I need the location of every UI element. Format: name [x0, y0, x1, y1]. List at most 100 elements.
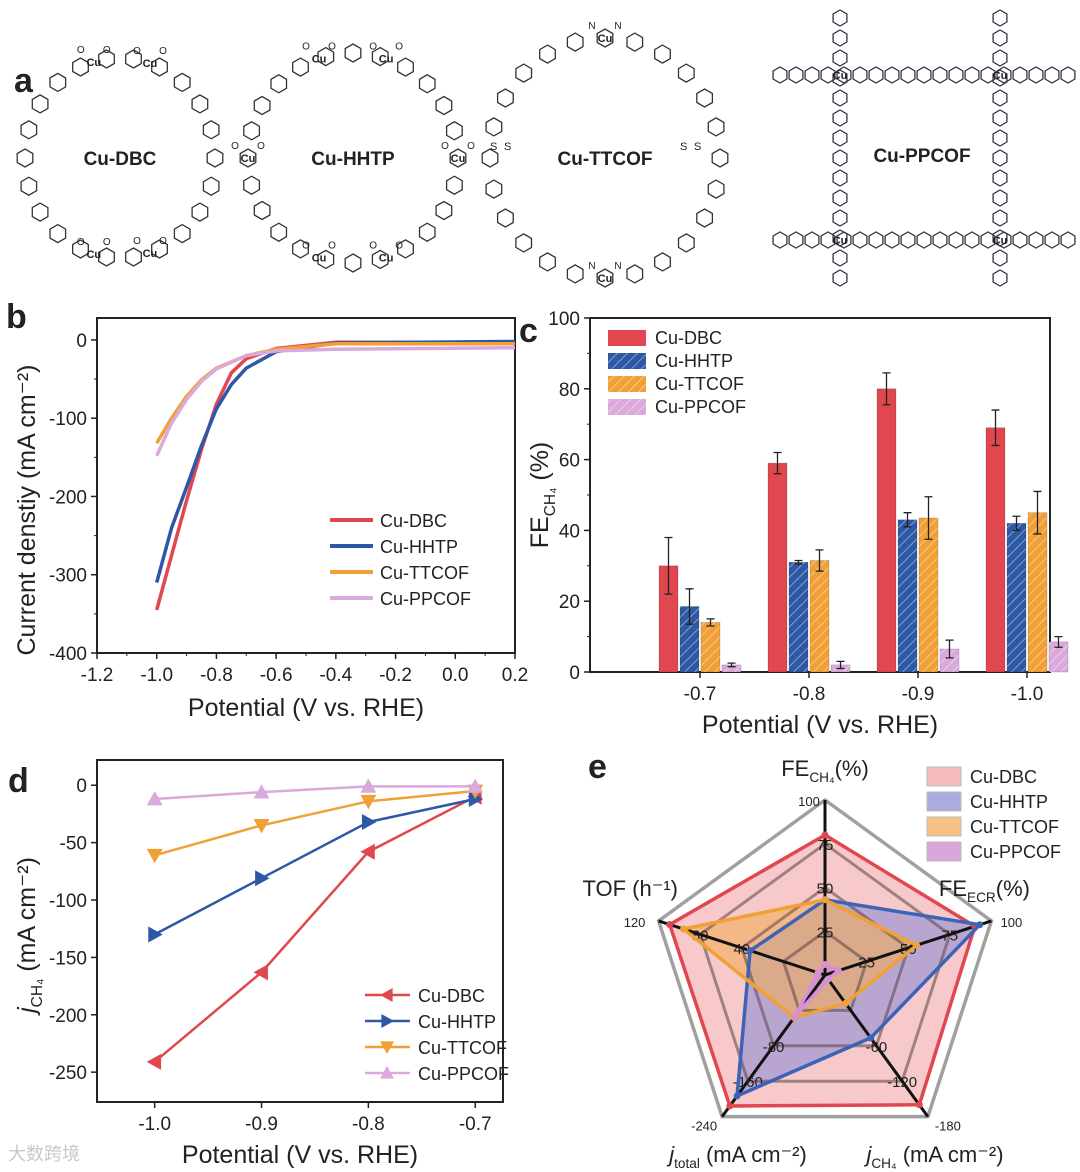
radar-tick-label: 25 — [817, 924, 834, 941]
cu-atom: Cu — [143, 248, 158, 260]
structure-label: Cu-DBC — [84, 149, 157, 170]
y-axis-label: Current denstiy (mA cm⁻²) — [13, 364, 41, 655]
radar-point — [821, 831, 829, 839]
benzene-ring — [832, 49, 848, 67]
benzene-ring — [270, 74, 288, 94]
benzene-ring — [344, 43, 362, 63]
benzene-ring — [445, 121, 463, 141]
benzene-ring — [371, 249, 389, 270]
series-line-cu-hhtp — [154, 797, 476, 936]
y-tick-label: 40 — [559, 521, 580, 542]
benzene-ring — [31, 202, 49, 222]
legend-label: Cu-TTCOF — [380, 563, 469, 583]
benzene-ring — [832, 229, 848, 247]
error-bar — [706, 618, 715, 627]
oxygen-atom: N — [588, 21, 595, 32]
radar-point — [834, 967, 842, 975]
data-point-triangle-left — [360, 843, 375, 860]
benzene-ring — [202, 120, 220, 140]
benzene-ring — [900, 66, 916, 84]
benzene-ring — [992, 89, 1008, 107]
legend-label: Cu-TTCOF — [655, 374, 744, 394]
oxygen-atom: O — [395, 41, 403, 52]
x-tick-label: -0.4 — [319, 665, 352, 686]
plot-frame — [96, 759, 504, 1103]
legend-swatch — [926, 841, 962, 862]
oxygen-atom: O — [302, 42, 310, 53]
legend-label: Cu-PPCOF — [380, 589, 471, 609]
x-tick-label: 0.0 — [442, 665, 468, 686]
benzene-ring — [707, 179, 725, 199]
oxygen-atom: O — [257, 141, 265, 152]
y-tick-label: -100 — [49, 891, 87, 912]
bar-cu-hhtp — [788, 561, 809, 673]
error-bar — [773, 451, 782, 475]
benzene-ring — [832, 109, 848, 127]
benzene-ring — [1044, 231, 1060, 249]
benzene-ring — [270, 222, 288, 242]
benzene-ring — [832, 189, 848, 207]
error-bar — [1054, 635, 1063, 648]
benzene-ring — [992, 129, 1008, 147]
benzene-ring — [654, 252, 671, 272]
benzene-ring — [435, 95, 453, 116]
benzene-ring — [820, 231, 836, 249]
benzene-ring — [626, 264, 644, 284]
structure-cu-ppcof: Cu Cu Cu Cu Cu-PPCOF — [772, 9, 1076, 287]
legend-swatch — [608, 330, 646, 346]
data-point-triangle-right — [255, 870, 270, 887]
x-tick-label: -1.2 — [81, 665, 114, 686]
y-tick-label: -50 — [60, 834, 87, 855]
radar-tick-label: 25 — [858, 954, 875, 971]
y-tick-label: -200 — [49, 1006, 87, 1027]
benzene-ring — [711, 148, 729, 168]
radar-point — [821, 896, 829, 904]
cu-atom: Cu — [379, 253, 394, 265]
cu-atom: Cu — [598, 33, 613, 45]
bar-cu-ttcof — [700, 622, 721, 673]
benzene-ring — [832, 69, 848, 87]
benzene-ring — [992, 9, 1008, 27]
legend-swatch — [926, 791, 962, 812]
cu-atom: Cu — [993, 70, 1008, 82]
benzene-ring — [72, 239, 89, 259]
sulfur-atom: S — [694, 141, 701, 153]
oxygen-atom: O — [328, 240, 336, 251]
label-bg — [866, 140, 978, 170]
radar-point — [726, 1102, 734, 1110]
benzene-ring — [16, 148, 34, 168]
benzene-ring — [964, 66, 980, 84]
benzene-ring — [832, 209, 848, 227]
radar-tick-label: 75 — [817, 837, 834, 854]
data-point-triangle-left — [253, 964, 268, 981]
x-tick-label: -0.2 — [379, 665, 412, 686]
x-tick-label: -0.8 — [200, 665, 233, 686]
benzene-ring — [292, 57, 309, 77]
radar-tick-label: -60 — [866, 1039, 888, 1056]
series-line-cu-ppcof — [155, 345, 516, 457]
x-tick-label: -1.0 — [138, 1114, 171, 1135]
benzene-ring — [418, 222, 436, 242]
benzene-ring — [31, 94, 49, 114]
radar-tick-label: 120 — [624, 915, 646, 930]
error-bar — [924, 496, 933, 540]
benzene-ring — [20, 120, 38, 140]
data-point-triangle-right — [361, 813, 377, 830]
benzene-ring — [206, 148, 224, 168]
benzene-ring — [696, 88, 714, 108]
benzene-ring — [485, 117, 503, 137]
oxygen-atom: N — [614, 261, 621, 272]
x-tick-label: 0.2 — [502, 665, 528, 686]
benzene-ring — [253, 200, 271, 221]
oxygen-atom: O — [369, 41, 377, 52]
legend-label: Cu-PPCOF — [655, 397, 746, 417]
data-point-triangle-up — [360, 778, 377, 793]
radar-tick-label: -80 — [763, 1039, 785, 1056]
radar-axis — [823, 974, 930, 1118]
legend-label: Cu-TTCOF — [418, 1038, 507, 1058]
legend-label: Cu-PPCOF — [418, 1064, 509, 1084]
x-tick-label: -0.9 — [245, 1114, 278, 1135]
data-point-triangle-left — [146, 1053, 162, 1070]
